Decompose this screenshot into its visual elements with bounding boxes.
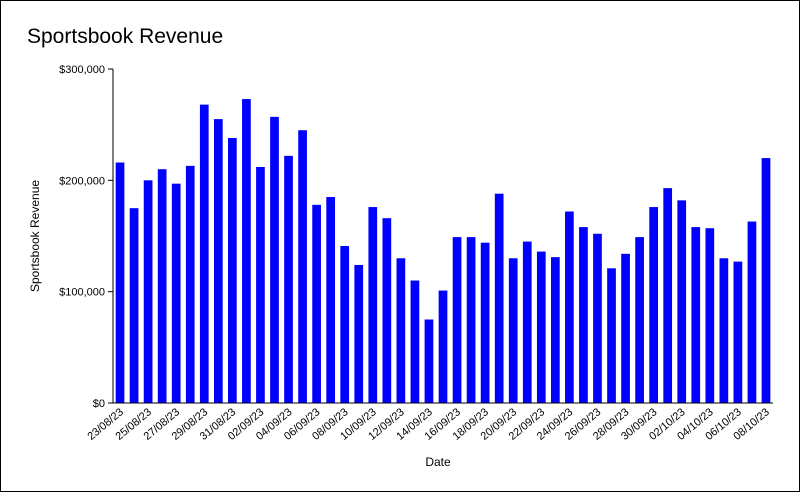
bar bbox=[621, 253, 630, 403]
bar bbox=[747, 221, 757, 403]
bar bbox=[242, 99, 251, 403]
bar bbox=[157, 169, 167, 403]
bar bbox=[312, 204, 321, 403]
y-axis: $0 $100,000 $200,000 $300,000 bbox=[59, 64, 114, 410]
y-tick-label: $300,000 bbox=[59, 64, 105, 76]
bar bbox=[522, 241, 532, 403]
x-axis: 23/08/2325/08/2327/08/2329/08/2331/08/23… bbox=[85, 402, 773, 443]
bar bbox=[129, 208, 139, 403]
bar bbox=[368, 207, 378, 403]
bar bbox=[228, 138, 237, 403]
bar bbox=[649, 207, 658, 403]
bar bbox=[761, 158, 771, 403]
bar bbox=[550, 257, 560, 403]
bar bbox=[382, 218, 392, 403]
bar bbox=[424, 319, 434, 403]
bar bbox=[719, 258, 729, 403]
bar bbox=[171, 183, 181, 403]
bar bbox=[452, 237, 462, 403]
bar bbox=[340, 246, 350, 403]
chart-title: Sportsbook Revenue bbox=[27, 25, 224, 48]
bar bbox=[536, 251, 546, 403]
bar bbox=[438, 290, 448, 403]
bars bbox=[115, 99, 771, 404]
y-tick-label: $100,000 bbox=[59, 287, 105, 299]
y-tick-label: $200,000 bbox=[59, 175, 105, 187]
bar bbox=[663, 188, 673, 403]
bar bbox=[185, 165, 195, 403]
bar bbox=[256, 166, 265, 403]
bar bbox=[494, 193, 504, 403]
bar bbox=[579, 227, 588, 403]
bar bbox=[677, 200, 687, 403]
bar bbox=[635, 237, 644, 403]
bar bbox=[199, 104, 209, 403]
bar bbox=[354, 264, 364, 403]
y-tick-label: $0 bbox=[93, 398, 105, 410]
bar bbox=[593, 233, 602, 403]
bar bbox=[143, 180, 153, 403]
bar bbox=[508, 258, 518, 403]
bar bbox=[396, 258, 406, 403]
y-axis-title: Sportsbook Revenue bbox=[28, 180, 42, 292]
bar bbox=[607, 268, 616, 403]
bar bbox=[705, 228, 715, 403]
bar bbox=[298, 130, 307, 404]
bar bbox=[284, 155, 293, 403]
x-axis-title: Date bbox=[425, 455, 451, 469]
bar bbox=[466, 237, 476, 403]
bar bbox=[326, 197, 336, 403]
bar bbox=[691, 227, 701, 403]
bar bbox=[270, 116, 279, 404]
bar bbox=[213, 119, 223, 403]
bar bbox=[480, 242, 490, 403]
bar bbox=[565, 211, 574, 403]
bar bbox=[410, 280, 420, 403]
bar bbox=[115, 162, 125, 403]
bar bbox=[733, 261, 743, 403]
